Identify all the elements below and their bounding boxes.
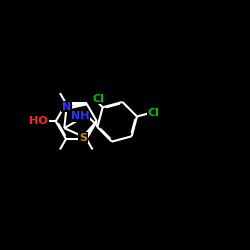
Text: NH: NH [71, 112, 90, 122]
Text: Cl: Cl [92, 94, 104, 104]
Text: S: S [79, 133, 87, 143]
Text: N: N [62, 102, 71, 112]
Text: Cl: Cl [148, 108, 159, 118]
Text: HO: HO [29, 116, 48, 126]
